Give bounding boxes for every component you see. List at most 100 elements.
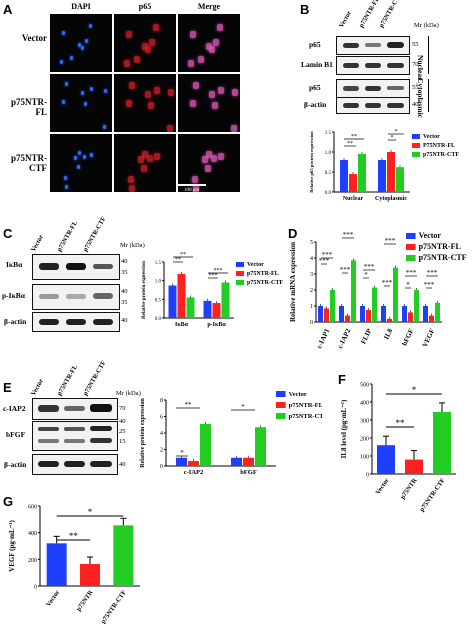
cell-nucleus <box>217 152 224 160</box>
bar-3 <box>330 290 335 322</box>
mw-e-70: 70 <box>119 405 126 412</box>
sig-marker: *** <box>209 273 218 279</box>
y-axis-label: Relative protein expression <box>140 398 146 468</box>
chart-c: 0.0 0.5 1.0 1.5 Relative protein expression I… <box>142 252 283 328</box>
bar-1 <box>339 306 344 322</box>
cell-nucleus <box>147 155 154 163</box>
bar-2 <box>188 461 199 466</box>
mr-label-c: Mr (kDa) <box>120 242 145 249</box>
blot-bfgf <box>32 421 118 451</box>
y-tick-label: 600 <box>28 505 37 511</box>
sig-marker: * <box>395 129 398 135</box>
cell-nucleus <box>125 31 132 39</box>
x-tick-label: IL8 <box>382 327 394 341</box>
micrograph-merge-row1 <box>178 14 240 72</box>
sig-marker: * <box>364 271 368 279</box>
micrograph-dapi-row3 <box>50 134 112 192</box>
bar-1 <box>203 300 212 318</box>
y-tick-label: 200 <box>28 558 37 564</box>
bar-3 <box>113 525 134 586</box>
sig-marker: ** <box>180 252 186 258</box>
cell-nucleus <box>152 23 159 31</box>
y-tick-label: 1.5 <box>325 131 332 136</box>
y-tick-label: 5 <box>310 240 313 246</box>
bar-3 <box>372 287 377 322</box>
bar-1 <box>360 306 365 322</box>
blot-label-b-actin-b: β-actin <box>304 100 327 109</box>
sig-marker: ** <box>396 418 406 428</box>
mw-e-15: 15 <box>119 438 126 445</box>
sig-marker: ** <box>185 401 193 409</box>
cell-nucleus <box>153 87 160 95</box>
cell-nucleus <box>208 90 215 98</box>
cell-nucleus <box>206 43 213 51</box>
column-header-p65: p65 <box>138 2 152 11</box>
legend-swatch <box>412 143 420 148</box>
cell-nucleus <box>83 155 87 160</box>
cell-nucleus <box>167 88 174 96</box>
cell-nucleus <box>212 102 219 110</box>
legend-swatch <box>412 134 420 139</box>
bar-2 <box>80 564 100 586</box>
cell-nucleus <box>148 102 155 110</box>
panel-label-g: G <box>3 494 14 509</box>
blot-p-ikba <box>32 284 120 310</box>
legend-swatch <box>236 262 244 267</box>
bar-1 <box>381 306 386 322</box>
y-tick-label: 6 <box>160 415 163 421</box>
mw-c-40c: 40 <box>121 317 128 324</box>
cell-nucleus <box>153 152 160 160</box>
bar-2 <box>177 273 186 318</box>
sig-marker: * <box>180 449 184 457</box>
cell-nucleus <box>201 156 208 164</box>
cell-nucleus <box>88 23 92 28</box>
legend-label: p75NTR-FL <box>289 402 322 409</box>
scale-bar <box>178 184 206 186</box>
chart-e: 0 2 4 6 8 Relative protein expression c-IAP2 bF… <box>140 391 322 476</box>
bar-2 <box>405 459 423 474</box>
legend-label: P75NTR-FL <box>423 143 455 149</box>
mw-c-35a: 35 <box>121 269 128 276</box>
bar-1 <box>231 457 242 466</box>
cell-nucleus <box>102 124 106 129</box>
x-tick-label: c-IAP2 <box>184 469 204 476</box>
bar-1 <box>340 160 348 192</box>
cell-nucleus <box>149 38 156 46</box>
bar-2 <box>349 174 357 192</box>
legend-swatch <box>236 280 244 285</box>
y-tick-label: 500 <box>360 383 369 389</box>
blot-ikba <box>32 254 120 280</box>
cell-nucleus <box>230 124 237 132</box>
micrograph-dapi-row1 <box>50 14 112 72</box>
y-tick-label: 200 <box>360 437 369 443</box>
mr-label-e: Mr (kDa) <box>116 390 141 397</box>
x-tick-label: p75NTR <box>399 477 419 501</box>
cell-nucleus <box>123 60 130 68</box>
cell-nucleus <box>166 124 173 132</box>
x-tick-label: p-IκBα <box>207 322 226 328</box>
legend-label: p75NTR-FL <box>419 242 461 251</box>
cell-nucleus <box>89 152 93 157</box>
cytoplasmic-bracket <box>428 79 429 112</box>
y-tick-label: 0.0 <box>155 317 162 322</box>
panel-label-a: A <box>3 2 13 17</box>
sig-marker: ** <box>69 531 79 541</box>
x-tick-label: Vector <box>45 589 61 608</box>
cell-nucleus <box>211 155 218 163</box>
y-tick-label: 300 <box>360 419 369 425</box>
y-tick-label: 0 <box>366 473 369 479</box>
panel-label-b: B <box>300 2 310 17</box>
x-tick-label: Nuclear <box>343 196 364 202</box>
y-axis-label: VEGF (pg·mL⁻¹) <box>8 520 16 572</box>
legend-label: p75NTR-FL <box>247 271 279 277</box>
sig-marker: *** <box>424 281 435 289</box>
cell-nucleus <box>70 55 74 60</box>
bar-1 <box>377 445 395 474</box>
bar-3 <box>393 267 398 322</box>
legend-swatch <box>236 271 244 276</box>
cell-nucleus <box>127 175 134 183</box>
chart-d: 0 1 2 3 4 5 Relative mRNA expression c-IAP1 c-IA… <box>289 231 467 350</box>
y-tick-label: 4 <box>310 256 313 262</box>
sig-marker: * <box>406 281 410 289</box>
x-tick-label: bFGF <box>401 327 416 347</box>
